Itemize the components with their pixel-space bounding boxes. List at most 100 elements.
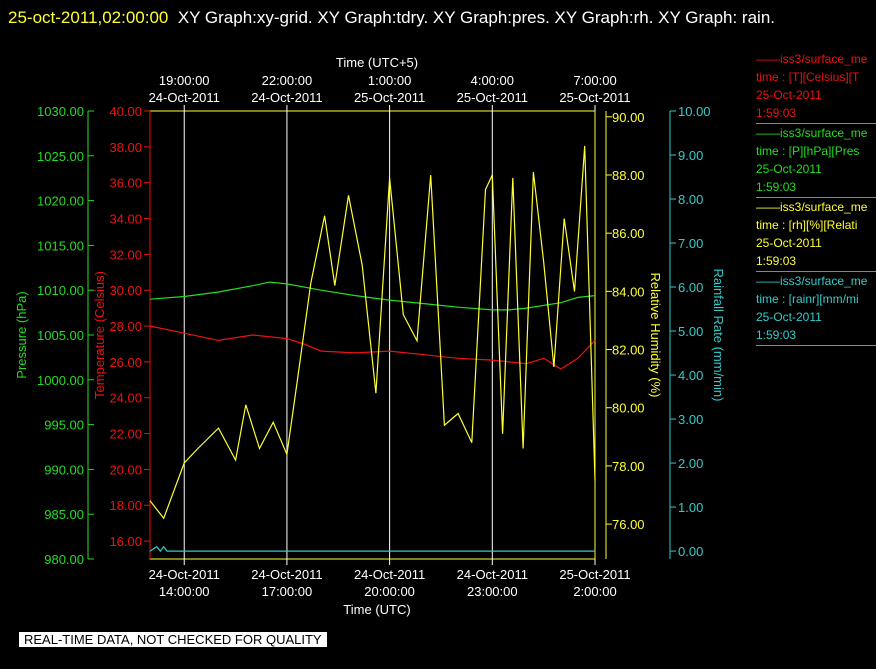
x-bottom-axis-label: Time (UTC) <box>343 602 410 617</box>
temperature-tick-label: 22.00 <box>109 427 142 442</box>
legend-date: 25-Oct-2011 <box>756 236 822 250</box>
rain-axis-label: Rainfall Rate (mm/min) <box>711 269 726 402</box>
pressure-tick-label: 1005.00 <box>37 328 84 343</box>
rain-tick-label: 4.00 <box>678 368 703 383</box>
legend-variable: time : [rh][%][Relati <box>756 218 858 232</box>
humidity-tick-label: 82.00 <box>612 343 645 358</box>
legend-item-rain: ——iss3/surface_me time : [rainr][mm/mi 2… <box>756 272 876 346</box>
bottom-tick-time-label: 17:00:00 <box>262 584 313 599</box>
legend-item-temperature: ——iss3/surface_me time : [T][Celsius][T … <box>756 50 876 124</box>
series-line-rain <box>149 545 595 553</box>
legend-line: ——iss3/surface_me <box>756 274 868 288</box>
temperature-tick-label: 36.00 <box>109 176 142 191</box>
legend-variable: time : [rainr][mm/mi <box>756 292 859 306</box>
temperature-tick-label: 40.00 <box>109 104 142 119</box>
x-top-axis-label: Time (UTC+5) <box>336 55 418 70</box>
legend-line: ——iss3/surface_me <box>756 200 868 214</box>
humidity-tick-label: 80.00 <box>612 401 645 416</box>
bottom-tick-date-label: 24-Oct-2011 <box>457 567 528 582</box>
rain-tick-label: 8.00 <box>678 192 703 207</box>
header-timestamp: 25-oct-2011,02:00:00 <box>8 8 169 27</box>
temperature-tick-label: 28.00 <box>109 319 142 334</box>
pressure-tick-label: 1020.00 <box>37 194 84 209</box>
rain-tick-label: 0.00 <box>678 544 703 559</box>
rain-tick-label: 9.00 <box>678 148 703 163</box>
temperature-tick-label: 16.00 <box>109 534 142 549</box>
bottom-tick-time-label: 23:00:00 <box>467 584 518 599</box>
legend-date: 25-Oct-2011 <box>756 162 822 176</box>
legend-date: 25-Oct-2011 <box>756 310 822 324</box>
top-tick-time-label: 19:00:00 <box>159 73 210 88</box>
quality-notice: REAL-TIME DATA, NOT CHECKED FOR QUALITY <box>19 632 327 647</box>
header-title: XY Graph:xy-grid. XY Graph:tdry. XY Grap… <box>177 8 776 27</box>
bottom-tick-date-label: 24-Oct-2011 <box>354 567 425 582</box>
temperature-tick-label: 38.00 <box>109 140 142 155</box>
rain-tick-label: 6.00 <box>678 280 703 295</box>
legend-line: ——iss3/surface_me <box>756 126 868 140</box>
pressure-tick-label: 1030.00 <box>37 104 84 119</box>
top-tick-date-label: 25-Oct-2011 <box>354 90 425 105</box>
top-tick-time-label: 1:00:00 <box>368 73 411 88</box>
temperature-tick-label: 24.00 <box>109 391 142 406</box>
graph-header: 25-oct-2011,02:00:00 XY Graph:xy-grid. X… <box>8 3 868 32</box>
humidity-tick-label: 88.00 <box>612 168 645 183</box>
temperature-tick-label: 34.00 <box>109 212 142 227</box>
legend-variable: time : [T][Celsius][T <box>756 70 860 84</box>
legend-item-humidity: ——iss3/surface_me time : [rh][%][Relati … <box>756 198 876 272</box>
top-tick-date-label: 25-Oct-2011 <box>559 90 630 105</box>
pressure-tick-label: 1010.00 <box>37 283 84 298</box>
humidity-tick-label: 86.00 <box>612 226 645 241</box>
temperature-tick-label: 30.00 <box>109 283 142 298</box>
top-tick-date-label: 24-Oct-2011 <box>149 90 220 105</box>
rain-tick-label: 3.00 <box>678 412 703 427</box>
legend-time: 1:59:03 <box>756 106 797 120</box>
rain-tick-label: 2.00 <box>678 456 703 471</box>
humidity-tick-label: 90.00 <box>612 110 645 125</box>
legend-date: 25-Oct-2011 <box>756 88 822 102</box>
legend: ——iss3/surface_me time : [T][Celsius][T … <box>756 50 876 346</box>
series-line-humidity <box>149 145 596 520</box>
top-tick-time-label: 7:00:00 <box>573 73 616 88</box>
legend-time: 1:59:03 <box>756 180 797 194</box>
temperature-tick-label: 20.00 <box>109 462 142 477</box>
legend-variable: time : [P][hPa][Pres <box>756 144 860 158</box>
humidity-tick-label: 76.00 <box>612 517 645 532</box>
temperature-tick-label: 18.00 <box>109 498 142 513</box>
pressure-axis-label: Pressure (hPa) <box>14 291 29 378</box>
pressure-tick-label: 995.00 <box>44 418 84 433</box>
rain-tick-label: 7.00 <box>678 236 703 251</box>
pressure-tick-label: 1025.00 <box>37 149 84 164</box>
legend-time: 1:59:03 <box>756 328 797 342</box>
top-tick-time-label: 22:00:00 <box>262 73 313 88</box>
bottom-tick-date-label: 24-Oct-2011 <box>251 567 322 582</box>
pressure-tick-label: 1015.00 <box>37 238 84 253</box>
bottom-tick-date-label: 24-Oct-2011 <box>149 567 220 582</box>
series-line-pressure <box>149 281 596 311</box>
top-tick-date-label: 24-Oct-2011 <box>251 90 322 105</box>
legend-line: ——iss3/surface_me <box>756 52 868 66</box>
temperature-axis-label: Temperature (Celsius) <box>92 271 107 399</box>
top-tick-date-label: 25-Oct-2011 <box>457 90 528 105</box>
pressure-tick-label: 980.00 <box>44 552 84 567</box>
bottom-tick-time-label: 14:00:00 <box>159 584 210 599</box>
humidity-axis-label: Relative Humidity (%) <box>648 273 663 398</box>
rain-tick-label: 1.00 <box>678 500 703 515</box>
bottom-tick-date-label: 25-Oct-2011 <box>559 567 630 582</box>
plot-frame <box>149 110 596 560</box>
legend-item-pressure: ——iss3/surface_me time : [P][hPa][Pres 2… <box>756 124 876 198</box>
humidity-tick-label: 84.00 <box>612 284 645 299</box>
rain-tick-label: 5.00 <box>678 324 703 339</box>
top-tick-time-label: 4:00:00 <box>471 73 514 88</box>
series-line-temperature <box>149 325 596 370</box>
bottom-tick-time-label: 2:00:00 <box>573 584 616 599</box>
humidity-tick-label: 78.00 <box>612 459 645 474</box>
pressure-tick-label: 990.00 <box>44 462 84 477</box>
legend-time: 1:59:03 <box>756 254 797 268</box>
temperature-tick-label: 32.00 <box>109 247 142 262</box>
rain-tick-label: 10.00 <box>678 104 711 119</box>
temperature-tick-label: 26.00 <box>109 355 142 370</box>
pressure-tick-label: 1000.00 <box>37 373 84 388</box>
pressure-tick-label: 985.00 <box>44 507 84 522</box>
bottom-tick-time-label: 20:00:00 <box>364 584 415 599</box>
